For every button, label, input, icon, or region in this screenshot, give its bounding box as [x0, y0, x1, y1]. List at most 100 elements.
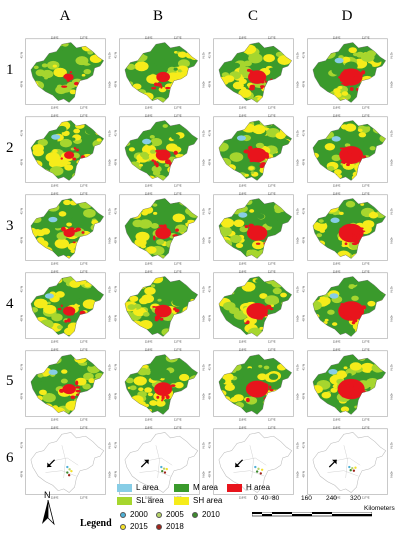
land-patch: [142, 154, 150, 160]
latitude-label: 40°N: [114, 159, 118, 166]
longitude-label: 116°E: [333, 269, 341, 273]
h-area-patch: [161, 74, 166, 80]
latitude-label: 41°N: [302, 208, 306, 214]
map-panel: 116°E 116°E 117°E 117°E 41°N 41°N 40°N 40°N: [208, 269, 299, 344]
land-patch: [312, 300, 322, 311]
land-patch: [349, 362, 362, 371]
map-panel: 116°E 116°E 117°E 117°E 41°N 41°N 40°N 40°N: [20, 35, 111, 110]
longitude-label: 117°E: [174, 339, 182, 343]
land-patch: [69, 89, 77, 95]
land-patch: [229, 152, 244, 162]
longitude-label: 116°E: [239, 339, 247, 343]
legend-label-2005: 2005: [166, 510, 184, 519]
land-patch: [263, 54, 275, 63]
legend-dot-2010: [192, 512, 198, 518]
latitude-label: 40°N: [107, 81, 111, 88]
district-boundary: [237, 457, 267, 466]
latitude-label: 40°N: [389, 159, 393, 166]
h-area-patch: [154, 306, 160, 309]
land-patch: [358, 132, 367, 138]
land-patch: [129, 385, 137, 391]
longitude-label: 116°E: [145, 495, 153, 499]
map-frame: 116°E 116°E 117°E 117°E 41°N 41°N 40°N 40°N: [302, 425, 393, 499]
land-patch: [232, 62, 241, 69]
beijing-outline: [312, 276, 386, 337]
land-patch: [360, 52, 375, 63]
h-area-patch: [265, 304, 272, 310]
h-area-patch: [72, 157, 77, 161]
longitude-label: 116°E: [145, 417, 153, 421]
land-patch: [330, 387, 338, 393]
latitude-label: 41°N: [114, 52, 118, 59]
land-patch: [338, 211, 344, 216]
row-header-3: 3: [6, 218, 14, 234]
longitude-label: 117°E: [174, 425, 182, 429]
land-patch: [324, 143, 336, 151]
longitude-label: 117°E: [268, 261, 276, 265]
land-patch: [343, 366, 348, 370]
longitude-label: 116°E: [333, 425, 341, 429]
scale-bar-graphic: [251, 511, 373, 517]
land-patch: [352, 287, 361, 294]
beijing-outline: [124, 276, 198, 337]
h-area-patch: [341, 393, 348, 398]
map-panel: 116°E 116°E 117°E 117°E 41°N 41°N 40°N 40°N: [114, 113, 205, 188]
h-area-patch: [57, 307, 62, 311]
land-patch: [153, 211, 158, 215]
beijing-outline: [312, 198, 386, 259]
district-boundary: [327, 470, 359, 477]
h-area-patch: [161, 395, 165, 400]
scale-tick-240: 240: [326, 495, 337, 502]
land-patch: [360, 362, 375, 373]
h-area-patch: [154, 315, 161, 321]
land-patch: [139, 291, 145, 296]
land-patch: [149, 135, 155, 139]
h-area-patch: [73, 147, 77, 150]
land-patch: [83, 208, 96, 218]
h-area-patch: [156, 82, 162, 87]
land-patch: [347, 373, 352, 377]
latitude-label: 40°N: [208, 471, 212, 478]
latitude-label: 40°N: [20, 81, 24, 88]
beijing-outline: [30, 120, 104, 181]
latitude-label: 41°N: [20, 130, 24, 136]
land-patch: [88, 378, 96, 384]
land-patch: [251, 240, 265, 250]
h-area-patch: [165, 86, 171, 90]
latitude-label: 40°N: [107, 315, 111, 321]
h-area-patch: [358, 227, 364, 230]
longitude-label: 116°E: [239, 113, 247, 117]
land-patch: [231, 307, 240, 313]
land-patch: [84, 282, 91, 288]
land-patch: [82, 383, 91, 390]
map-panel: 116°E 116°E 117°E 117°E 41°N 41°N 40°N 40°N: [302, 425, 393, 500]
h-area-patch: [340, 302, 344, 307]
h-area-patch: [175, 228, 179, 232]
land-patch: [345, 200, 356, 208]
land-patch: [137, 367, 149, 376]
latitude-label: 41°N: [208, 130, 212, 136]
map-frame: 116°E 116°E 117°E 117°E 41°N 41°N 40°N 40°N: [20, 269, 111, 343]
longitude-label: 117°E: [174, 191, 182, 195]
h-area-patch: [354, 69, 358, 72]
beijing-outline: [124, 120, 198, 181]
land-patch: [59, 138, 73, 148]
h-area-patch: [249, 160, 254, 163]
l-area-patch: [142, 138, 152, 145]
legend-dot-2018: [156, 524, 162, 530]
h-area-patch: [341, 82, 346, 85]
h-area-patch: [60, 157, 64, 160]
latitude-label: 41°N: [302, 286, 306, 293]
land-patch: [141, 294, 155, 304]
land-patch: [39, 389, 47, 396]
h-area-patch: [248, 223, 255, 228]
latitude-label: 41°N: [20, 442, 24, 449]
land-patch: [126, 63, 136, 71]
centroid-2005: [257, 467, 260, 471]
latitude-label: 40°N: [302, 159, 306, 166]
land-patch: [247, 368, 252, 372]
h-area-patch: [343, 315, 348, 320]
land-patch: [370, 211, 376, 215]
h-area-patch: [353, 385, 359, 390]
map-frame: 116°E 116°E 117°E 117°E 41°N 41°N 40°N 40°N: [208, 269, 299, 343]
